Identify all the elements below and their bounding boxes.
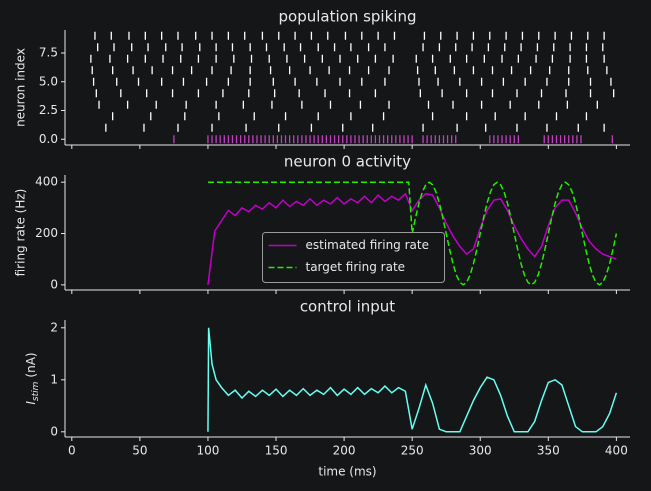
x-tick-label: 250 (401, 444, 424, 458)
panel-title: population spiking (279, 8, 417, 26)
y-axis-label: firing rate (Hz) (14, 189, 28, 277)
x-tick-label: 300 (469, 444, 492, 458)
panel-title: control input (300, 298, 395, 316)
legend-box (262, 232, 445, 283)
y-tick-label: 0 (50, 424, 58, 438)
series-line (207, 192, 617, 285)
y-tick-label: 1 (50, 372, 58, 386)
series-line (207, 327, 618, 433)
legend-label: estimated firing rate (306, 238, 429, 252)
x-tick-label: 350 (537, 444, 560, 458)
subscript: stim (31, 381, 41, 401)
y-tick-label: 2.5 (39, 103, 58, 117)
panel-title: neuron 0 activity (284, 153, 411, 171)
series-line (207, 181, 618, 286)
y-axis-label: Istim (nA) (24, 352, 41, 404)
x-tick-label: 0 (68, 444, 76, 458)
y-axis-label: neuron index (14, 48, 28, 127)
y-tick-label: 5.0 (39, 74, 58, 88)
unit: (nA) (24, 352, 38, 377)
y-tick-label: 200 (35, 226, 58, 240)
x-axis-label: time (ms) (318, 465, 376, 479)
x-tick-label: 200 (333, 444, 356, 458)
x-tick-label: 400 (605, 444, 628, 458)
y-tick-label: 0 (50, 277, 58, 291)
x-tick-label: 100 (196, 444, 219, 458)
symbol: I (24, 401, 38, 405)
y-tick-label: 2 (50, 320, 58, 334)
y-tick-label: 7.5 (39, 46, 58, 60)
y-tick-label: 400 (35, 175, 58, 189)
legend-label: target firing rate (306, 260, 406, 274)
x-tick-label: 50 (132, 444, 147, 458)
y-tick-label: 0.0 (39, 132, 58, 146)
x-tick-label: 150 (265, 444, 288, 458)
